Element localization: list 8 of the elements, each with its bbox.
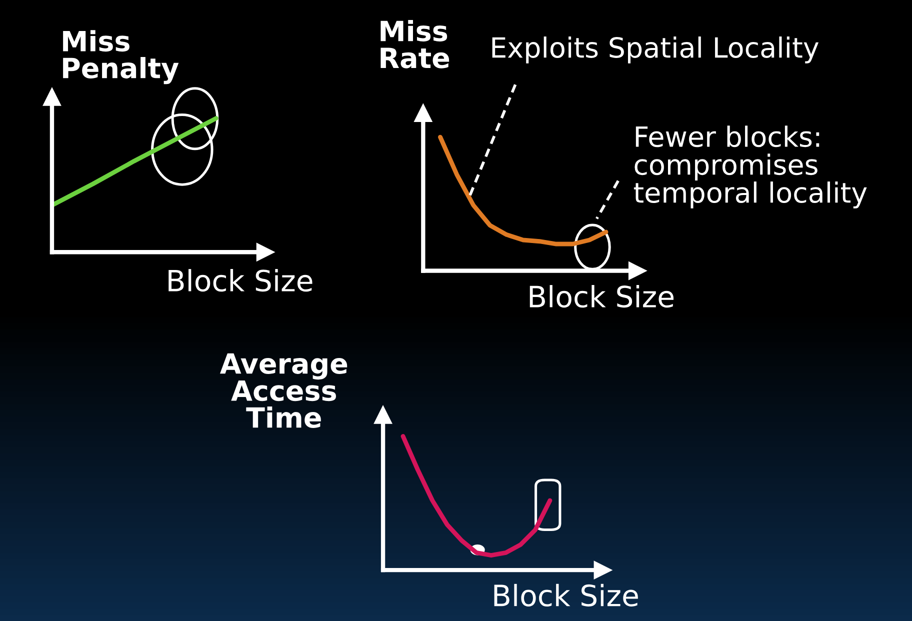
y-axis-title: Miss Penalty	[63, 30, 179, 84]
y-axis-title: Average Access Time	[220, 353, 348, 428]
x-axis-title: Block Size	[530, 285, 674, 308]
text: Fewer blocks: compromises temporal locality	[634, 126, 867, 208]
y-axis-title: Miss Rate	[380, 20, 450, 68]
x-axis-title: Block Size	[168, 269, 312, 292]
x-axis-title: Block Size	[494, 584, 638, 606]
text: Exploits Spatial Locality	[492, 36, 819, 64]
